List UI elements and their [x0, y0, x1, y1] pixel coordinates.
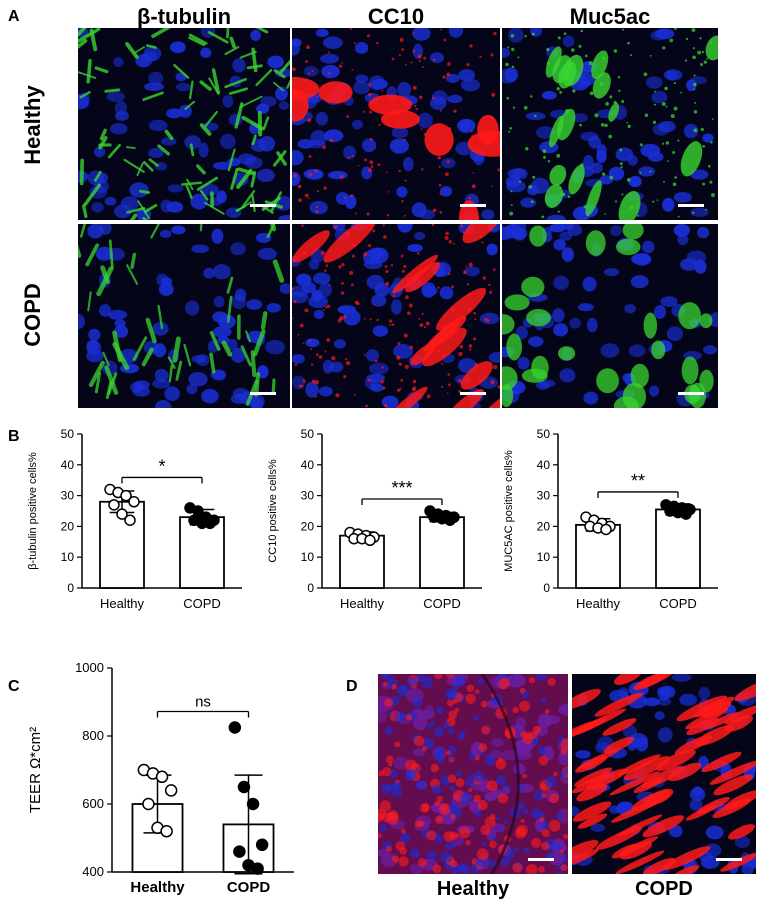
chart0-y-tick-label: 20: [61, 519, 75, 533]
micrograph-d-healthy: [378, 674, 568, 874]
chart0-point-healthy: [120, 489, 132, 502]
chart0-point-healthy: [108, 499, 120, 511]
chart3-significance-label: ns: [195, 694, 211, 711]
micrograph-healthy-beta-tubulin: [78, 28, 290, 220]
chart1-point-copd: [444, 514, 456, 526]
panel-letter-d: D: [346, 678, 358, 695]
caption-d-copd: COPD: [635, 878, 693, 900]
chart3-point-healthy: [164, 784, 178, 797]
micrograph-copd-cc10: [292, 224, 500, 408]
micrograph-healthy-muc5ac: [502, 28, 718, 220]
chart2-y-tick-label: 10: [537, 550, 551, 564]
caption-d-healthy: Healthy: [436, 878, 510, 900]
chart3-point-copd: [246, 797, 260, 811]
chart3-y-tick-label: 600: [82, 796, 104, 811]
panel-letter-a: A: [8, 8, 20, 25]
chart0-y-tick-label: 40: [61, 458, 75, 472]
panel-letter-b: B: [8, 428, 20, 445]
chart0-x-tick-label: Healthy: [100, 596, 145, 611]
chart1-point-healthy: [364, 534, 376, 547]
chart0-x-tick-label: COPD: [183, 596, 221, 611]
chart0-significance-label: *: [158, 456, 165, 476]
chart2-y-axis-label: MUC5AC positive cells%: [503, 450, 515, 572]
chart1-significance-bracket: [361, 498, 443, 505]
micrograph-d-copd: [572, 674, 756, 874]
chart2-x-tick-label: COPD: [659, 596, 697, 611]
chart2-y-tick-label: 20: [537, 519, 551, 533]
chart0-y-tick-label: 0: [67, 581, 74, 595]
chart3-point-healthy: [160, 824, 173, 838]
chart1-x-tick-label: COPD: [423, 596, 461, 611]
chart0-point-healthy: [116, 508, 128, 520]
micrograph-copd-muc5ac: [502, 224, 718, 408]
micrograph-copd-beta-tubulin: [78, 224, 290, 408]
chart2-y-tick-label: 0: [543, 581, 550, 595]
chart1-bar-copd: [419, 516, 465, 589]
chart0-y-tick-label: 50: [61, 427, 75, 441]
chart2-bar-healthy: [575, 523, 621, 589]
chart0-y-tick-label: 10: [61, 550, 75, 564]
chart0-y-axis-label: β-tubulin positive cells%: [27, 452, 39, 570]
chart3-point-copd: [251, 862, 264, 875]
row-title-copd: COPD: [20, 283, 45, 347]
chart3-point-copd: [228, 721, 242, 734]
column-title-muc5ac: Muc5ac: [569, 4, 651, 29]
chart3-x-tick-label: COPD: [227, 879, 271, 896]
chart1-y-tick-label: 10: [301, 550, 315, 564]
chart2-bar-copd: [655, 508, 701, 589]
chart-teer: 400 600 800 1000 TEER Ω*cm² Healthy COPD ns: [27, 660, 294, 896]
chart2-y-tick-label: 30: [537, 489, 551, 503]
chart3-y-tick-label: 800: [82, 728, 104, 743]
chart1-x-tick-label: Healthy: [340, 596, 385, 611]
chart0-point-copd: [192, 505, 204, 517]
chart-beta-tubulin-positive-cells: 0 10 20 30 40 50 β-tubulin positive cells% Heal…: [27, 427, 242, 611]
chart3-significance-bracket: [156, 710, 250, 718]
row-title-healthy: Healthy: [20, 85, 45, 165]
chart1-y-tick-label: 30: [301, 489, 315, 503]
column-title-beta-tubulin: β-tubulin: [136, 4, 232, 29]
chart2-point-healthy: [600, 523, 612, 536]
chart1-y-tick-label: 50: [301, 427, 315, 441]
chart1-y-axis-label: CC10 positive cells%: [267, 459, 279, 563]
column-title-cc10: CC10: [367, 4, 425, 29]
chart3-y-axis-label: TEER Ω*cm²: [27, 727, 44, 813]
chart0-point-healthy: [128, 496, 140, 508]
chart0-point-healthy: [124, 514, 136, 526]
chart3-point-healthy: [155, 770, 169, 784]
chart3-point-copd: [237, 780, 251, 794]
chart2-significance-label: **: [631, 471, 645, 491]
chart2-x-tick-label: Healthy: [576, 596, 621, 611]
chart0-point-copd: [204, 517, 216, 530]
chart0-significance-bracket: [121, 476, 203, 484]
chart1-y-tick-label: 20: [301, 519, 315, 533]
micrograph-healthy-cc10: [292, 28, 500, 220]
panel-letter-c: C: [8, 678, 20, 695]
chart3-point-healthy: [142, 797, 155, 811]
chart0-y-tick-label: 30: [61, 489, 75, 503]
chart2-point-copd: [680, 508, 692, 520]
chart3-point-copd: [233, 845, 246, 858]
chart3-point-copd: [255, 838, 269, 852]
chart1-significance-label: ***: [391, 478, 412, 498]
chart3-x-tick-label: Healthy: [130, 879, 185, 896]
chart-cc10-positive-cells: 0 10 20 30 40 50 CC10 positive cells% Healthy CO…: [267, 427, 482, 611]
chart1-y-tick-label: 0: [307, 581, 314, 595]
chart-muc5ac-positive-cells: 0 10 20 30 40 50 MUC5AC positive cells% Healthy…: [503, 427, 718, 611]
chart2-y-tick-label: 40: [537, 458, 551, 472]
chart2-significance-bracket: [597, 491, 679, 498]
chart2-y-tick-label: 50: [537, 427, 551, 441]
chart3-y-tick-label: 1000: [75, 660, 104, 675]
chart3-y-tick-label: 400: [82, 864, 104, 879]
chart1-y-tick-label: 40: [301, 458, 315, 472]
